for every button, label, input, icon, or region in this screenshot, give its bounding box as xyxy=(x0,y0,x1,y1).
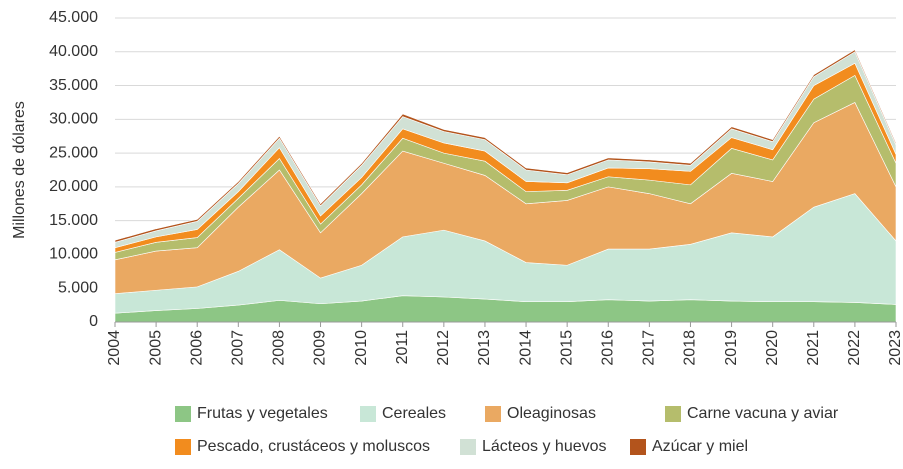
x-tick-label: 2005 xyxy=(147,330,164,366)
y-tick-label: 10.000 xyxy=(49,246,98,263)
x-tick-label: 2009 xyxy=(312,330,329,366)
x-tick-label: 2017 xyxy=(641,330,658,366)
y-tick-label: 15.000 xyxy=(49,212,98,229)
x-tick-label: 2011 xyxy=(394,330,411,365)
x-tick-label: 2014 xyxy=(517,330,534,366)
legend-label: Frutas y vegetales xyxy=(197,405,328,422)
x-tick-label: 2012 xyxy=(435,330,452,366)
x-tick-label: 2010 xyxy=(353,330,370,366)
x-tick-label: 2020 xyxy=(764,330,781,366)
legend-label: Cereales xyxy=(382,405,446,422)
x-tick-label: 2015 xyxy=(558,330,575,366)
legend-swatch xyxy=(360,406,376,422)
x-tick-label: 2004 xyxy=(106,330,123,366)
x-tick-label: 2019 xyxy=(723,330,740,366)
x-tick-label: 2023 xyxy=(887,330,903,366)
x-tick-label: 2008 xyxy=(271,330,288,366)
y-tick-label: 20.000 xyxy=(49,178,98,195)
legend-swatch xyxy=(175,439,191,455)
y-axis-label: Millones de dólares xyxy=(11,101,28,239)
y-tick-label: 0 xyxy=(89,313,98,330)
legend-swatch xyxy=(630,439,646,455)
y-tick-label: 40.000 xyxy=(49,43,98,60)
x-tick-label: 2006 xyxy=(188,330,205,366)
y-tick-label: 45.000 xyxy=(49,9,98,26)
x-tick-label: 2013 xyxy=(476,330,493,366)
legend-label: Carne vacuna y aviar xyxy=(687,405,839,422)
y-tick-label: 5.000 xyxy=(58,279,98,296)
x-tick-label: 2016 xyxy=(599,330,616,366)
legend-label: Lácteos y huevos xyxy=(482,438,607,455)
legend-swatch xyxy=(175,406,191,422)
x-tick-label: 2007 xyxy=(230,330,247,366)
legend-label: Oleaginosas xyxy=(507,405,596,422)
x-tick-label: 2018 xyxy=(682,330,699,366)
legend-label: Pescado, crustáceos y moluscos xyxy=(197,438,430,455)
y-tick-label: 35.000 xyxy=(49,77,98,94)
y-tick-label: 30.000 xyxy=(49,111,98,128)
x-tick-label: 2022 xyxy=(846,330,863,366)
legend-swatch xyxy=(665,406,681,422)
y-tick-label: 25.000 xyxy=(49,144,98,161)
legend-swatch xyxy=(485,406,501,422)
legend-label: Azúcar y miel xyxy=(652,438,748,455)
area xyxy=(114,49,897,243)
legend-swatch xyxy=(460,439,476,455)
x-tick-label: 2021 xyxy=(805,330,822,366)
